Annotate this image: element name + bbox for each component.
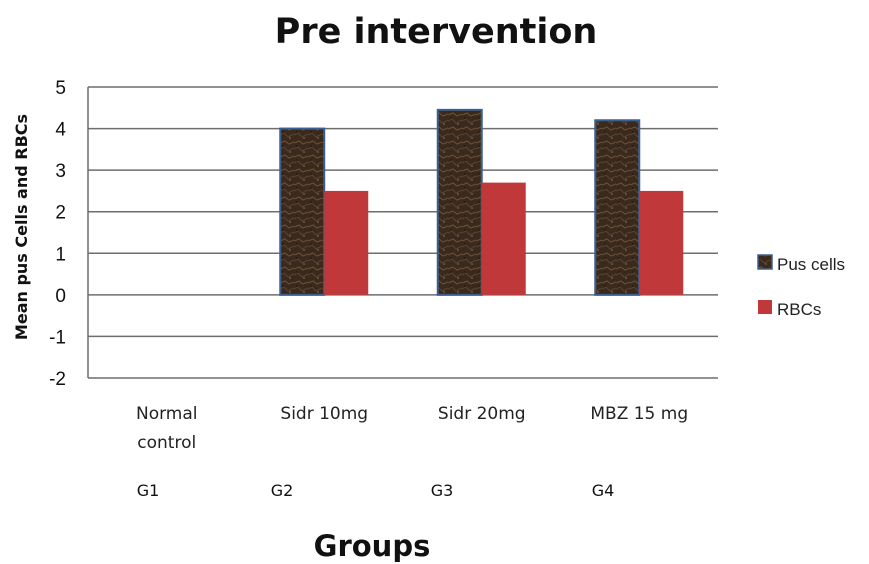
legend-label: Pus cells	[777, 255, 845, 274]
group-label: G2	[271, 481, 294, 500]
bar-rbcs	[639, 190, 684, 295]
gridlines	[87, 86, 718, 379]
bar-pus-cells	[436, 108, 483, 296]
category-label: MBZ 15 mg	[590, 404, 688, 424]
y-tick-label: 5	[55, 78, 66, 99]
y-axis-label: Mean pus Cells and RBCs	[12, 114, 31, 340]
group-labels: G1 G2 G3 G4	[137, 481, 615, 500]
y-tick-label: 0	[55, 286, 66, 307]
y-tick-label: 2	[55, 203, 66, 224]
bar-rbcs	[481, 182, 526, 295]
bar-rbcs	[324, 190, 369, 295]
y-tick-label: 4	[55, 120, 66, 141]
group-label: G4	[592, 481, 615, 500]
category-label: Sidr 20mg	[438, 404, 526, 424]
bars	[279, 108, 684, 296]
group-label: G3	[431, 481, 454, 500]
y-tick-label: 1	[55, 244, 66, 265]
legend-label: RBCs	[777, 300, 821, 319]
y-tick-label: -1	[49, 327, 66, 348]
bar-pus-cells	[594, 119, 641, 296]
category-label: control	[137, 433, 196, 453]
bar-pus-cells	[279, 127, 326, 296]
x-axis-label: Groups	[314, 529, 431, 563]
group-label: G1	[137, 481, 160, 500]
category-label: Sidr 10mg	[280, 404, 368, 424]
legend: Pus cells RBCs	[757, 254, 845, 319]
legend-swatch	[758, 300, 772, 314]
category-labels: Normal control Sidr 10mg Sidr 20mg MBZ 15 mg	[136, 404, 688, 453]
chart-title: Pre intervention	[275, 12, 598, 52]
y-tick-label: 3	[55, 161, 66, 182]
y-axis-ticks: -2 -1 0 1 2 3 4 5	[49, 78, 66, 390]
legend-swatch	[757, 254, 773, 270]
y-tick-label: -2	[49, 369, 66, 390]
category-label: Normal	[136, 404, 198, 424]
